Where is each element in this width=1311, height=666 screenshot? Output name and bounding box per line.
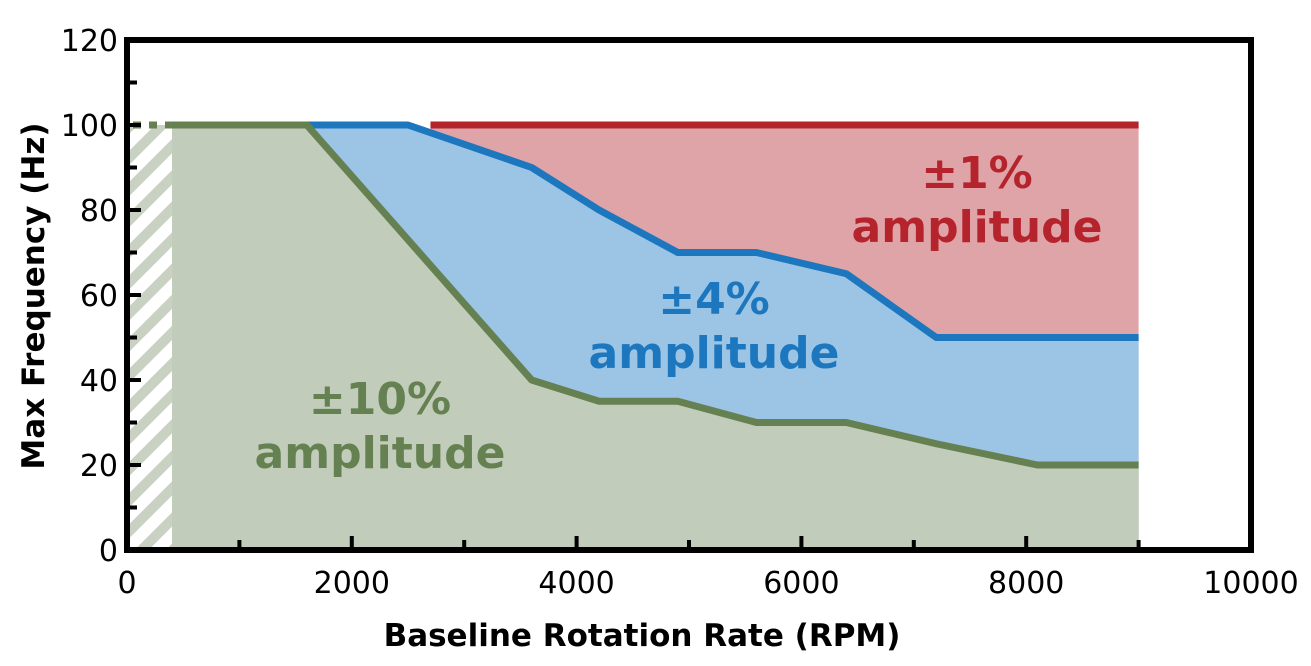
amplitude-4pct-line: [306, 121, 1139, 341]
x-tick-label: 4000: [538, 566, 614, 601]
x-tick-label: 6000: [763, 566, 839, 601]
y-axis-title: Max Frequency (Hz): [16, 122, 52, 469]
amplitude-4pct-label: amplitude: [589, 328, 840, 379]
amplitude-1pct-label: amplitude: [852, 202, 1103, 253]
y-tick-label: 0: [99, 534, 118, 569]
x-tick-label: 10000: [1203, 566, 1298, 601]
y-tick-label: 120: [61, 24, 118, 59]
amplitude-10pct-region: [171, 125, 1139, 550]
amplitude-4pct-label: ±4%: [658, 274, 770, 325]
y-tick-label: 100: [61, 109, 118, 144]
amplitude-10pct-label: amplitude: [255, 428, 506, 479]
y-tick-label: 40: [80, 364, 118, 399]
amplitude-10pct-line: [171, 121, 1139, 469]
amplitude-10pct-label: ±10%: [309, 374, 451, 425]
x-tick-label: 0: [117, 566, 136, 601]
x-tick-label: 8000: [988, 566, 1064, 601]
amplitude-1pct-label: ±1%: [921, 148, 1033, 199]
x-axis-title: Baseline Rotation Rate (RPM): [384, 618, 901, 654]
y-tick-label: 20: [80, 449, 118, 484]
y-tick-label: 60: [80, 279, 118, 314]
y-tick-label: 80: [80, 194, 118, 229]
x-tick-label: 2000: [314, 566, 390, 601]
